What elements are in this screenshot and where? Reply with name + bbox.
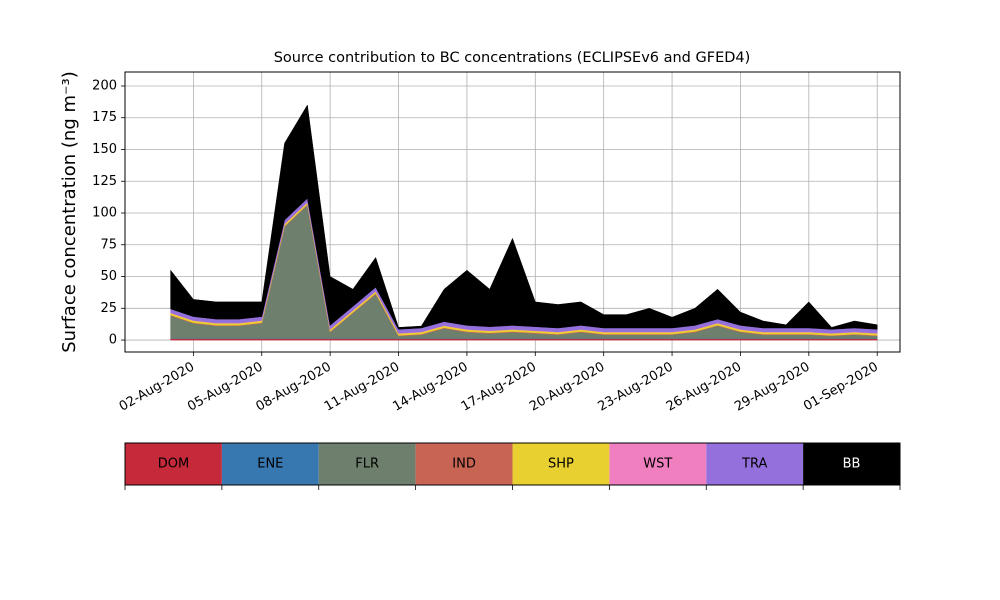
legend-swatch [221,443,319,485]
legend-label: TRA [741,457,767,472]
legend: DOM ENE FLR IND SHP WST TRA BB [124,442,901,490]
y-tick-label: 50 [100,269,117,284]
y-tick-label: 175 [92,110,117,125]
y-tick-label: 0 [109,333,117,348]
legend-label: SHP [548,457,574,472]
x-tick-label: 26-Aug-2020 [664,360,744,415]
legend-swatch [609,443,707,485]
x-tick-label: 23-Aug-2020 [595,360,675,415]
x-tick-label: 02-Aug-2020 [117,360,197,415]
legend-swatch [512,443,610,485]
legend-label: IND [452,457,476,472]
x-tick-label: 29-Aug-2020 [732,360,812,415]
x-tick-label: 01-Sep-2020 [801,360,881,415]
y-tick-label: 75 [100,237,117,252]
legend-swatch [415,443,513,485]
x-tick-label: 05-Aug-2020 [185,360,265,415]
y-axis-label: Surface concentration (ng m⁻³) [59,71,80,353]
legend-swatch [125,443,222,485]
plot-frame [124,71,901,353]
legend-label: FLR [355,457,379,472]
legend-frame [124,442,901,486]
y-tick-label: 150 [92,142,117,157]
x-tick-label: 17-Aug-2020 [459,360,539,415]
legend-swatch [318,443,416,485]
y-tick-label: 25 [100,301,117,316]
legend-label: BB [843,457,861,472]
x-tick-label: 11-Aug-2020 [322,360,402,415]
plot-area: 0 25 50 75 100 125 150 175 200 02-Aug-202005-Aug-… [92,71,901,415]
legend-swatch [706,443,804,485]
area [170,104,878,330]
chart-title: Source contribution to BC concentrations… [274,50,751,66]
y-tick-label: 200 [92,78,117,93]
y-tick-label: 100 [92,206,117,221]
legend-label: ENE [257,457,283,472]
x-tick-label: 14-Aug-2020 [390,360,470,415]
legend-swatch [803,443,900,485]
x-tick-label: 20-Aug-2020 [527,360,607,415]
x-tick-label: 08-Aug-2020 [254,360,334,415]
y-tick-label: 125 [92,174,117,189]
legend-label: DOM [158,457,189,472]
legend-label: WST [643,457,672,472]
